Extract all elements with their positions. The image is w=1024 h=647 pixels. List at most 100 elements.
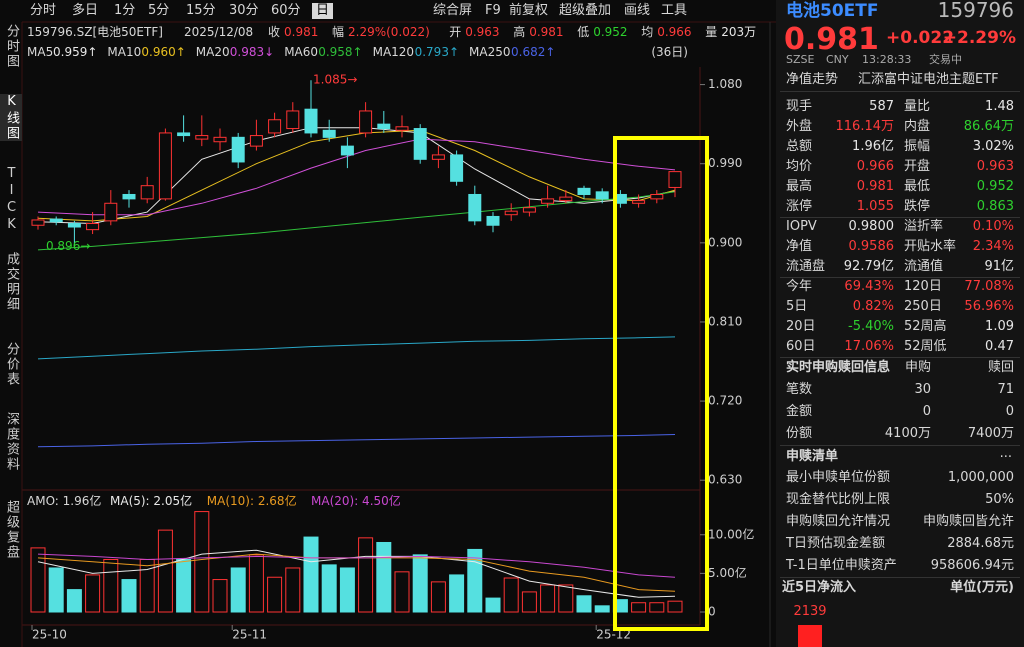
volume-bar [394,571,410,613]
column-header: 赎回 [987,360,1014,375]
stat-label: 内盘 [904,119,931,134]
stat-label: 5日 [786,299,808,314]
volume-bar [103,558,119,613]
tool-button[interactable]: 前复权 [509,3,549,18]
stat-value: 0.966 [856,159,894,174]
volume-title: AMO: 1.96亿 [27,494,102,508]
more-button[interactable]: ... [999,446,1012,461]
period-tab[interactable]: 60分 [271,3,301,18]
candle-body [122,193,136,200]
quote-meta: 交易中 [929,53,962,66]
row-label: 笔数 [786,382,813,397]
separator [780,357,1020,358]
side-tab[interactable]: 成交明细 [4,252,19,312]
period-tab[interactable]: 15分 [186,3,216,18]
side-tab[interactable]: 分时图 [4,24,19,69]
legend-value: 0.959↑ [53,45,98,59]
row-value: 958606.94元 [930,558,1014,573]
stat-label: 流通盘 [786,259,826,274]
ma-line [37,138,676,216]
info-label: 幅 [332,25,345,39]
row-value: 0 [922,404,931,419]
y-tick-label: 5.00亿 [708,565,747,580]
legend-value: 0.793↑ [414,45,460,59]
y-tick-label: 1.080 [708,77,742,91]
stat-label: 52周低 [904,339,947,354]
volume-bar [248,554,264,613]
volume-bar [449,574,465,613]
row-value: 0 [1005,404,1014,419]
tool-button[interactable]: F9 [485,3,501,18]
volume-bar [176,558,192,613]
price-pct: +2.29% [942,28,1016,48]
stat-label: IOPV [786,219,817,234]
section-title: 近5日净流入 [782,580,857,595]
tool-button[interactable]: 工具 [661,3,688,18]
candle-body [340,145,354,156]
panel-tab[interactable]: 净值走势 [786,72,839,87]
info-value: 0.952 [593,25,628,39]
stat-value: 0.10% [972,219,1014,234]
row-label: 现金替代比例上限 [786,492,891,507]
tool-button[interactable]: 画线 [624,3,651,18]
stat-label: 总额 [786,139,813,154]
side-tab[interactable]: 超级复盘 [4,500,19,560]
stat-label: 流通值 [904,259,944,274]
side-tab[interactable]: TICK [4,166,19,234]
y-tick-label: 0.900 [708,235,742,249]
stat-value: 0.82% [852,299,894,314]
side-tab[interactable]: K线图 [0,94,22,141]
volume-bar [467,548,483,613]
separator [780,217,1020,218]
candle-body [286,110,300,130]
stat-label: 最低 [904,179,931,194]
candle-body [359,110,373,134]
period-tab[interactable]: 日 [312,3,334,19]
chart-area: 1.080 0.990 0.900 0.810 0.720 0.630 25-10 25-11… [21,21,776,647]
stat-value: 56.96% [964,299,1014,314]
y-tick-label: 0 [708,605,716,619]
candle-body [195,135,209,140]
y-tick-label: 0.810 [708,314,742,328]
tool-button[interactable]: 综合屏 [433,3,473,18]
period-tab[interactable]: 1分 [114,3,136,18]
stat-label: 跌停 [904,199,931,214]
row-label: 份额 [786,426,813,441]
volume-bar [212,579,228,613]
stat-value: 116.14万 [835,119,895,134]
row-value: 申购赎回皆允许 [922,514,1014,529]
row-label: T-1日单位申赎资产 [786,558,897,573]
candle-body [613,193,627,204]
legend-name: MA(10): 2.68亿 [206,494,297,508]
side-tab[interactable]: 深度资料 [4,412,19,472]
candle-body [213,136,227,143]
inflow-label: 2139 [793,604,827,619]
period-tab[interactable]: 分时 [30,3,57,18]
legend-name: MA10 [107,45,142,59]
stat-value: 0.9800 [848,219,895,234]
candle-body [650,193,664,200]
candle-body [504,210,518,216]
stat-value: 0.47 [985,339,1014,354]
row-label: T日预估现金差额 [786,536,885,551]
quote-panel: 电池50ETF 159796 0.981 +0.022 +2.29% SZSE CNY 13:… [776,0,1024,647]
stat-value: 17.06% [844,339,894,354]
stat-value: 1.055 [856,199,894,214]
tool-button[interactable]: 超级叠加 [559,3,612,18]
y-tick-label: 10.00亿 [708,526,754,541]
panel-tab[interactable]: 汇添富中证电池主题ETF [858,72,999,87]
volume-bar [503,577,519,613]
ma-line [37,336,676,360]
row-value: 50% [985,492,1014,507]
legend-name: MA250 [469,45,511,59]
ma-line [37,549,676,598]
period-tab[interactable]: 5分 [148,3,170,18]
period-tab[interactable]: 多日 [72,3,99,18]
side-tab[interactable]: 分价表 [4,342,19,387]
stat-label: 250日 [904,299,942,314]
stat-label: 现手 [786,99,813,114]
candle-body [158,132,172,200]
stat-label: 120日 [904,279,942,294]
volume-bar [85,574,101,613]
period-tab[interactable]: 30分 [229,3,259,18]
